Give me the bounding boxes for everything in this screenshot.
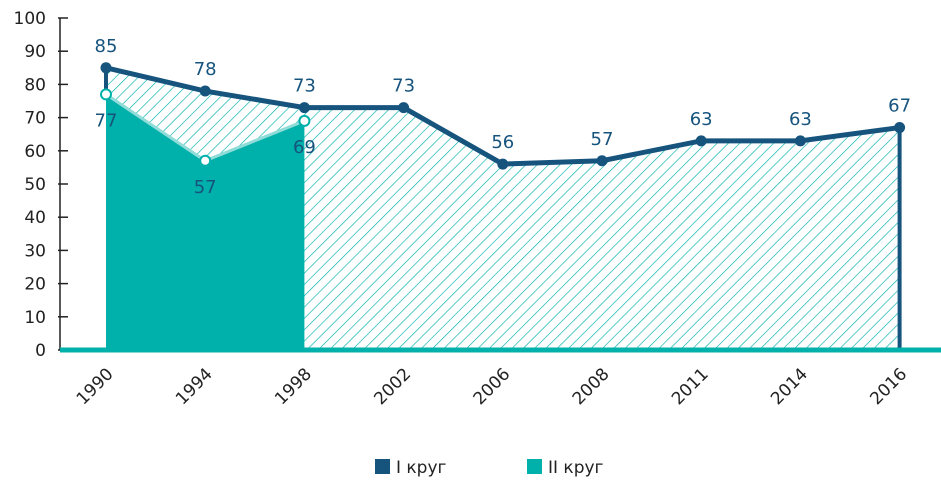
- point: [497, 158, 509, 170]
- y-tick-label: 80: [24, 75, 46, 95]
- x-tick-label: 2016: [866, 364, 911, 409]
- y-tick-label: 30: [24, 241, 46, 261]
- value-label: 57: [194, 177, 217, 198]
- value-label: 67: [888, 96, 911, 117]
- x-tick-label: 1998: [271, 364, 316, 409]
- point: [100, 62, 112, 74]
- point: [894, 122, 906, 134]
- y-tick-label: 0: [35, 341, 46, 361]
- y-tick-label: 70: [24, 109, 46, 129]
- point: [199, 85, 211, 97]
- x-tick-label: 2011: [668, 364, 713, 409]
- value-label: 85: [95, 36, 118, 57]
- x-tick-label: 2008: [569, 364, 614, 409]
- y-tick-label: 100: [14, 9, 46, 29]
- y-tick-label: 60: [24, 142, 46, 162]
- value-label: 56: [491, 132, 514, 153]
- value-label: 77: [95, 110, 118, 131]
- value-label: 63: [690, 109, 713, 130]
- y-tick-label: 50: [24, 175, 46, 195]
- value-label: 69: [293, 137, 316, 158]
- value-label: 73: [392, 76, 415, 97]
- point: [199, 154, 212, 167]
- point: [298, 102, 310, 114]
- value-label: 78: [194, 59, 217, 80]
- x-tick-label: 2002: [370, 364, 415, 409]
- point: [794, 135, 806, 147]
- legend-label: II круг: [548, 458, 604, 478]
- point: [298, 114, 311, 127]
- legend-swatch: [375, 459, 390, 474]
- point: [695, 135, 707, 147]
- legend-label: I круг: [396, 458, 447, 478]
- x-tick-label: 1994: [172, 364, 217, 409]
- y-tick-label: 40: [24, 208, 46, 228]
- x-tick-label: 1990: [73, 364, 118, 409]
- legend-swatch: [527, 459, 542, 474]
- y-tick-label: 10: [24, 308, 46, 328]
- point: [100, 88, 112, 101]
- value-label: 63: [789, 109, 812, 130]
- y-tick-label: 20: [24, 275, 46, 295]
- x-tick-label: 2006: [470, 364, 515, 409]
- point: [398, 102, 410, 114]
- x-tick-label: 2014: [767, 364, 812, 409]
- value-label: 73: [293, 76, 316, 97]
- y-tick-label: 90: [24, 42, 46, 62]
- point: [596, 155, 608, 167]
- value-label: 57: [591, 129, 614, 150]
- area-fill: [106, 94, 305, 350]
